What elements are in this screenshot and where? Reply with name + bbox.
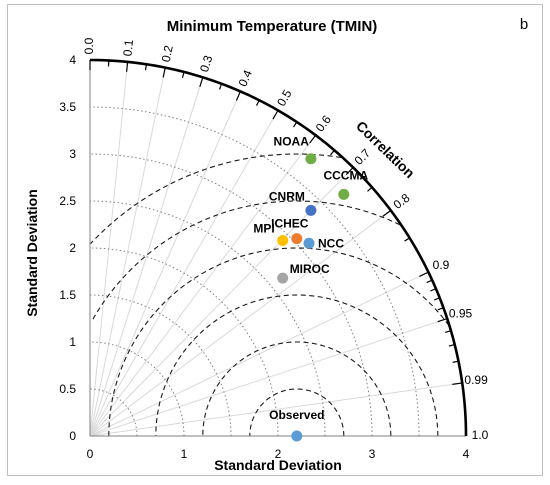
correlation-tick-mark [292, 121, 298, 128]
rms-arc [90, 153, 341, 245]
y-tick-label: 4 [69, 53, 76, 67]
std-arc [89, 341, 185, 437]
x-tick-label: 3 [369, 447, 376, 461]
correlation-tick-mark [162, 67, 166, 78]
y-tick-label: 3 [69, 147, 76, 161]
label-ichec: ICHEC [271, 217, 309, 231]
correlation-tick-mark [426, 279, 433, 284]
correlation-tick-label: 0.5 [274, 87, 295, 109]
correlation-tick-mark [419, 271, 429, 278]
label-cccma: CCCMA [323, 168, 368, 182]
correlation-tick-label: 0.7 [352, 146, 374, 168]
correlation-tick-mark [437, 307, 444, 311]
correlation-tick-mark [272, 110, 279, 120]
correlation-tick-label: 0.6 [313, 112, 334, 134]
label-ncc: NCC [318, 236, 344, 250]
correlation-tick-mark [345, 167, 354, 176]
correlation-tick-mark [235, 91, 241, 101]
correlation-line [89, 77, 204, 437]
axes-layer [89, 58, 468, 437]
correlation-tick-label: 0.9 [433, 258, 450, 272]
y-tick-label: 0.5 [59, 382, 76, 396]
correlation-tick-mark [382, 209, 392, 217]
rms-arc [249, 388, 345, 437]
correlation-line [89, 91, 241, 437]
correlation-tick-mark [452, 360, 459, 363]
correlation-tick-mark [218, 83, 223, 90]
correlation-tick-mark [448, 344, 455, 347]
y-tick-label: 0 [69, 429, 76, 443]
y-tick-label: 3.5 [59, 100, 76, 114]
x-tick-label: 4 [463, 447, 470, 461]
point-ichec [291, 233, 303, 245]
rms-arc [108, 247, 450, 437]
std-arc [89, 153, 373, 437]
correlation-tick-label: 0.4 [235, 68, 255, 89]
x-axis-label: Standard Deviation [214, 457, 342, 473]
point-noaa [305, 153, 317, 165]
correlation-tick-mark [437, 318, 448, 323]
correlation-axis-arc [89, 58, 468, 437]
point-ncc [303, 237, 315, 249]
y-tick-label: 1 [69, 335, 76, 349]
rms-arc [155, 294, 439, 437]
correlation-tick-label: 1.0 [472, 428, 489, 442]
correlation-tick-label: 0.99 [464, 373, 488, 387]
correlation-tick-mark [452, 382, 463, 385]
label-observed: Observed [269, 408, 324, 422]
std-arc [89, 294, 232, 437]
correlation-tick-label: 0.3 [197, 53, 215, 73]
label-miroc: MIROC [290, 262, 330, 276]
x-tick-label: 2 [275, 447, 282, 461]
y-tick-label: 2.5 [59, 194, 76, 208]
rms-arc [202, 341, 392, 437]
correlation-tick-label: 0.95 [449, 306, 473, 320]
correlation-tick-mark [144, 64, 147, 71]
correlation-line [89, 134, 317, 437]
panel-label: b [520, 16, 528, 33]
correlation-tick-label: 0.0 [82, 37, 96, 54]
grid-layer [89, 61, 463, 437]
point-mpi [277, 234, 289, 246]
y-axis-label: Standard Deviation [24, 189, 40, 317]
correlation-tick-mark [126, 61, 129, 72]
correlation-tick-mark [309, 134, 317, 144]
point-miroc [277, 272, 289, 284]
label-noaa: NOAA [274, 135, 310, 149]
correlation-line [89, 382, 463, 437]
label-cnrm: CNRM [269, 189, 305, 203]
y-tick-label: 1.5 [59, 288, 76, 302]
y-tick-label: 2 [69, 241, 76, 255]
rms-arc [90, 200, 401, 323]
std-arc [89, 247, 279, 437]
point-observed [291, 430, 303, 442]
correlation-line [89, 318, 448, 437]
correlation-tick-mark [199, 77, 204, 88]
correlation-tick-mark [367, 186, 373, 192]
correlation-tick-mark [430, 288, 437, 292]
correlation-tick-label: 0.8 [391, 191, 413, 212]
x-tick-label: 0 [87, 447, 94, 461]
correlation-tick-mark [330, 149, 335, 156]
correlation-tick-mark [404, 237, 410, 242]
point-cnrm [305, 204, 317, 216]
correlation-tick-mark [445, 330, 452, 333]
x-tick-label: 1 [181, 447, 188, 461]
chart-title: Minimum Temperature (TMIN) [167, 18, 378, 35]
correlation-tick-mark [433, 297, 440, 301]
std-arc [89, 388, 138, 437]
correlation-tick-mark [181, 71, 185, 78]
chart-frame [7, 4, 543, 476]
correlation-tick-label: 0.2 [159, 44, 176, 63]
point-cccma [338, 188, 350, 200]
correlation-tick-label: 0.1 [120, 39, 136, 57]
label-mpi: MPI [253, 221, 274, 235]
std-arc [89, 200, 326, 437]
correlation-tick-mark [255, 99, 260, 106]
